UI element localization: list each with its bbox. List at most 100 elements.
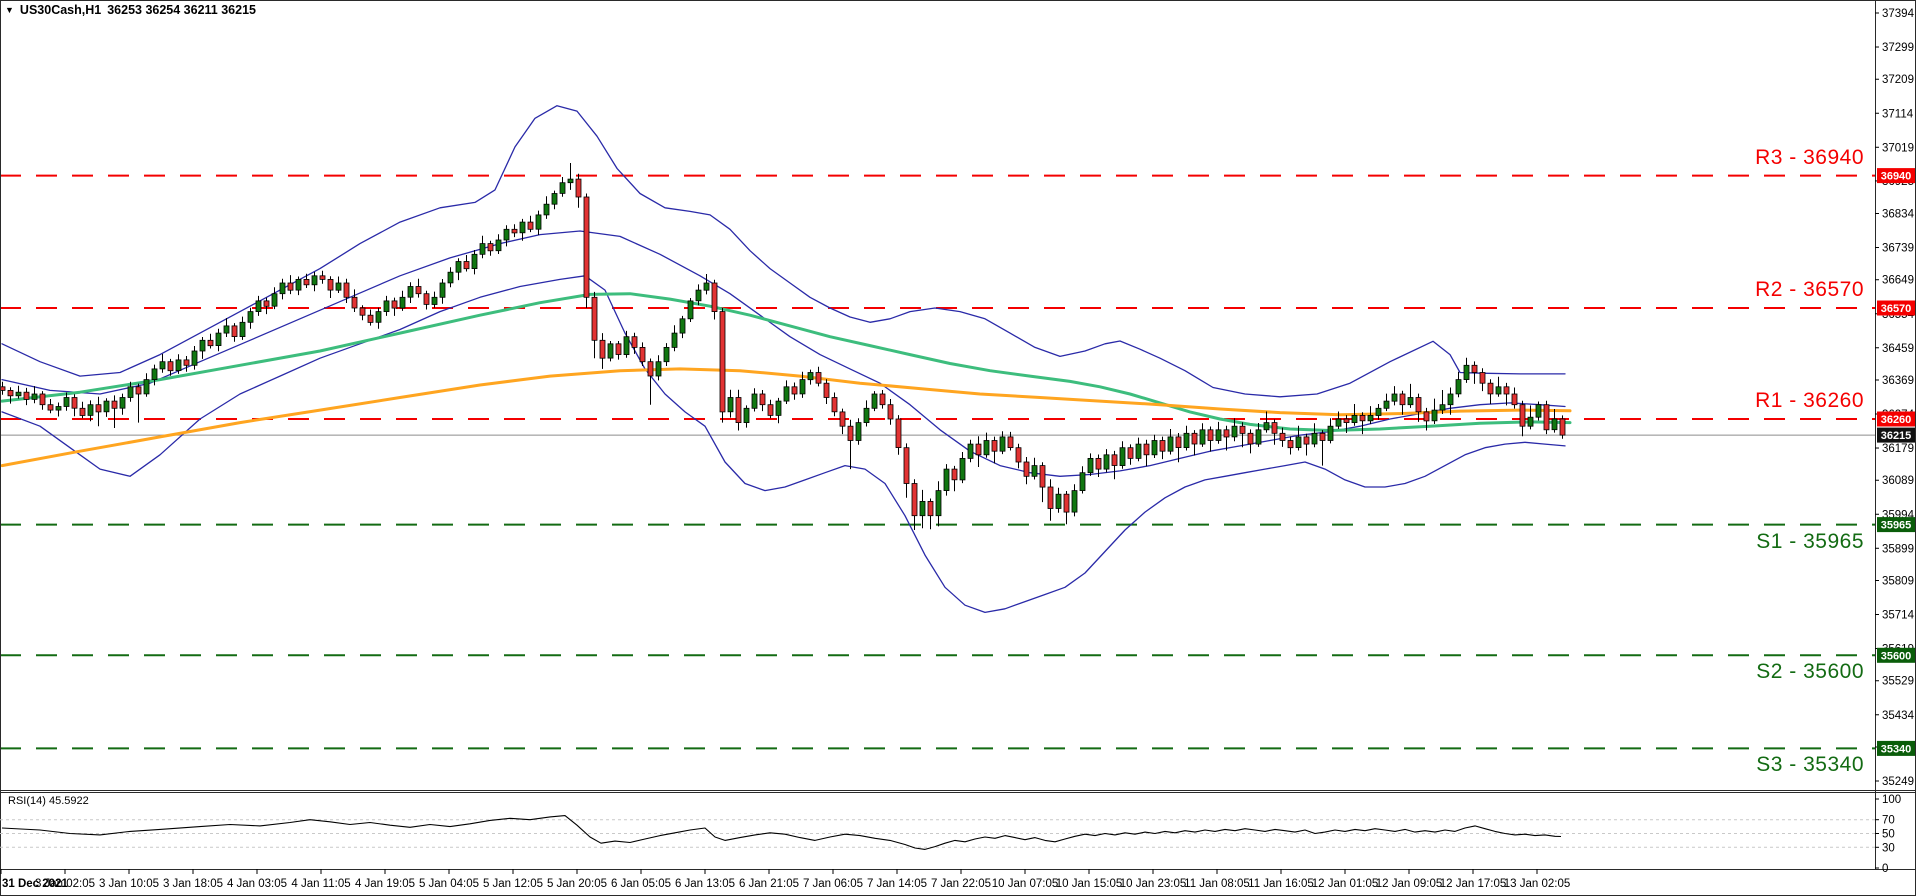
bear-candle[interactable] bbox=[895, 418, 902, 449]
bear-candle[interactable] bbox=[1039, 465, 1046, 488]
bull-candle[interactable] bbox=[679, 318, 686, 334]
bear-candle[interactable] bbox=[839, 411, 846, 427]
bull-candle[interactable] bbox=[1535, 404, 1542, 418]
bear-candle[interactable] bbox=[391, 300, 398, 309]
bull-candle[interactable] bbox=[103, 400, 110, 413]
bull-candle[interactable] bbox=[1151, 440, 1158, 456]
bull-candle[interactable] bbox=[775, 400, 782, 416]
bear-candle[interactable] bbox=[1159, 440, 1166, 452]
bear-candle[interactable] bbox=[39, 393, 46, 406]
bear-candle[interactable] bbox=[1487, 382, 1494, 395]
bull-candle[interactable] bbox=[863, 407, 870, 423]
bear-candle[interactable] bbox=[1175, 436, 1182, 448]
bull-candle[interactable] bbox=[983, 440, 990, 456]
bull-candle[interactable] bbox=[407, 286, 414, 298]
bear-candle[interactable] bbox=[1559, 418, 1566, 436]
bull-candle[interactable] bbox=[807, 372, 814, 381]
bear-candle[interactable] bbox=[735, 397, 742, 424]
bull-candle[interactable] bbox=[1335, 418, 1342, 427]
bear-candle[interactable] bbox=[847, 425, 854, 441]
bull-candle[interactable] bbox=[751, 393, 758, 409]
bull-candle[interactable] bbox=[703, 282, 710, 291]
bear-candle[interactable] bbox=[207, 339, 214, 347]
bull-candle[interactable] bbox=[1215, 429, 1222, 441]
bull-candle[interactable] bbox=[1455, 379, 1462, 395]
bull-candle[interactable] bbox=[1183, 432, 1190, 448]
bear-candle[interactable] bbox=[511, 228, 518, 234]
bear-candle[interactable] bbox=[7, 389, 14, 397]
bear-candle[interactable] bbox=[1047, 486, 1054, 509]
bull-candle[interactable] bbox=[1327, 425, 1334, 441]
bear-candle[interactable] bbox=[1247, 432, 1254, 445]
bull-candle[interactable] bbox=[623, 336, 630, 356]
bull-candle[interactable] bbox=[1375, 407, 1382, 416]
bull-candle[interactable] bbox=[855, 422, 862, 441]
bear-candle[interactable] bbox=[47, 404, 54, 411]
bear-candle[interactable] bbox=[1127, 447, 1134, 459]
bear-candle[interactable] bbox=[711, 282, 718, 313]
bear-candle[interactable] bbox=[615, 343, 622, 355]
bull-candle[interactable] bbox=[1135, 443, 1142, 459]
bull-candle[interactable] bbox=[199, 339, 206, 352]
bull-candle[interactable] bbox=[1055, 493, 1062, 509]
bull-candle[interactable] bbox=[655, 361, 662, 377]
bear-candle[interactable] bbox=[631, 336, 638, 348]
bull-candle[interactable] bbox=[1119, 447, 1126, 467]
bear-candle[interactable] bbox=[351, 296, 358, 309]
bear-candle[interactable] bbox=[367, 314, 374, 323]
bull-candle[interactable] bbox=[967, 443, 974, 459]
bear-candle[interactable] bbox=[263, 300, 270, 307]
bear-candle[interactable] bbox=[831, 397, 838, 413]
bear-candle[interactable] bbox=[23, 391, 30, 400]
bull-candle[interactable] bbox=[1391, 393, 1398, 402]
bear-candle[interactable] bbox=[359, 307, 366, 316]
bull-candle[interactable] bbox=[127, 386, 134, 398]
bear-candle[interactable] bbox=[487, 243, 494, 252]
bull-candle[interactable] bbox=[1079, 472, 1086, 492]
bear-candle[interactable] bbox=[1207, 429, 1214, 441]
bear-candle[interactable] bbox=[303, 278, 310, 286]
bear-candle[interactable] bbox=[1415, 397, 1422, 413]
bear-candle[interactable] bbox=[1007, 436, 1014, 448]
bear-candle[interactable] bbox=[927, 500, 934, 517]
bear-candle[interactable] bbox=[903, 447, 910, 484]
bull-candle[interactable] bbox=[455, 261, 462, 273]
bull-candle[interactable] bbox=[143, 379, 150, 395]
bull-candle[interactable] bbox=[159, 361, 166, 370]
bull-candle[interactable] bbox=[1263, 422, 1270, 431]
bull-candle[interactable] bbox=[999, 436, 1006, 452]
bull-candle[interactable] bbox=[447, 271, 454, 284]
bull-candle[interactable] bbox=[695, 289, 702, 302]
bear-candle[interactable] bbox=[343, 282, 350, 298]
bull-candle[interactable] bbox=[1031, 465, 1038, 477]
bull-candle[interactable] bbox=[295, 278, 302, 291]
bear-candle[interactable] bbox=[319, 275, 326, 280]
bull-candle[interactable] bbox=[1351, 414, 1358, 423]
bear-candle[interactable] bbox=[1239, 425, 1246, 434]
bull-candle[interactable] bbox=[607, 343, 614, 359]
bear-candle[interactable] bbox=[1479, 372, 1486, 384]
bear-candle[interactable] bbox=[1191, 432, 1198, 445]
bear-candle[interactable] bbox=[1223, 429, 1230, 438]
bull-candle[interactable] bbox=[959, 457, 966, 481]
bear-candle[interactable] bbox=[791, 386, 798, 395]
bear-candle[interactable] bbox=[1319, 432, 1326, 441]
bear-candle[interactable] bbox=[599, 339, 606, 359]
bear-candle[interactable] bbox=[1023, 461, 1030, 477]
bear-candle[interactable] bbox=[1359, 414, 1366, 422]
symbol-dropdown-icon[interactable]: ▼ bbox=[5, 4, 14, 15]
bull-candle[interactable] bbox=[1087, 457, 1094, 474]
bull-candle[interactable] bbox=[919, 500, 926, 517]
bear-candle[interactable] bbox=[231, 325, 238, 337]
bull-candle[interactable] bbox=[503, 228, 510, 241]
bull-candle[interactable] bbox=[255, 300, 262, 312]
bear-candle[interactable] bbox=[583, 196, 590, 298]
bull-candle[interactable] bbox=[1383, 400, 1390, 409]
bear-candle[interactable] bbox=[639, 346, 646, 363]
bear-candle[interactable] bbox=[1343, 418, 1350, 423]
bull-candle[interactable] bbox=[1231, 425, 1238, 438]
bull-candle[interactable] bbox=[87, 404, 94, 416]
bull-candle[interactable] bbox=[1199, 429, 1206, 445]
